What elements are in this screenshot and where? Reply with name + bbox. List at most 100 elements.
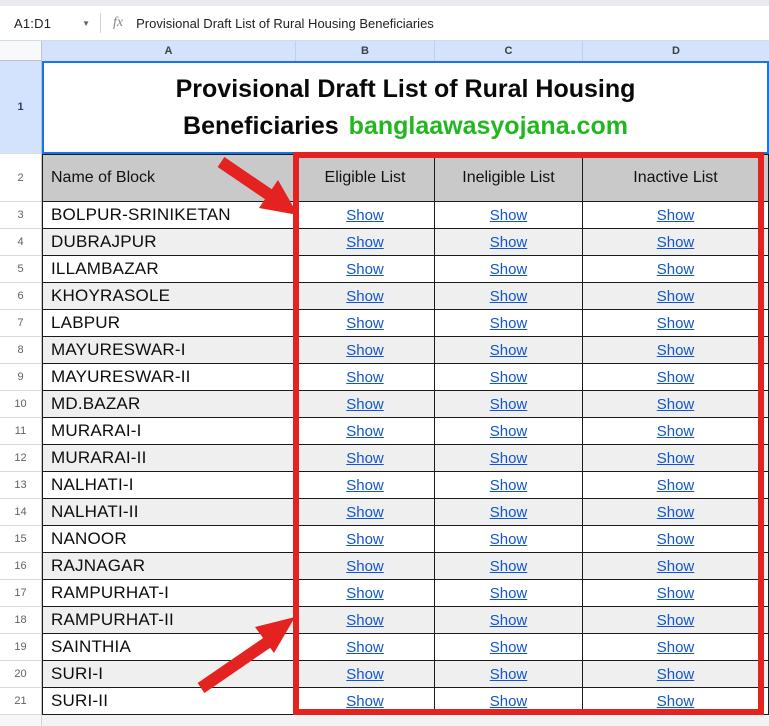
eligible-list-cell[interactable]: Show (296, 229, 435, 256)
block-name-cell[interactable]: BOLPUR-SRINIKETAN (42, 202, 296, 229)
ineligible-list-cell[interactable]: Show (435, 499, 583, 526)
inactive-list-cell[interactable]: Show (583, 499, 769, 526)
inactive-list-cell[interactable]: Show (583, 418, 769, 445)
inactive-list-cell[interactable]: Show (583, 364, 769, 391)
eligible-list-cell[interactable]: Show (296, 580, 435, 607)
row-number[interactable]: 14 (0, 499, 42, 526)
ineligible-list-cell[interactable]: Show (435, 418, 583, 445)
show-link-ineligible[interactable]: Show (489, 692, 528, 710)
show-link-ineligible[interactable]: Show (489, 557, 528, 575)
header-cell-name-of-block[interactable]: Name of Block (42, 154, 296, 202)
block-name-cell[interactable]: RAMPURHAT-I (42, 580, 296, 607)
show-link-inactive[interactable]: Show (656, 692, 695, 710)
show-link-eligible[interactable]: Show (346, 584, 384, 602)
show-link-eligible[interactable]: Show (346, 368, 384, 386)
block-name-cell[interactable]: SURI-I (42, 661, 296, 688)
show-link-inactive[interactable]: Show (656, 530, 695, 548)
inactive-list-cell[interactable]: Show (583, 688, 769, 715)
row-number[interactable]: 12 (0, 445, 42, 472)
inactive-list-cell[interactable]: Show (583, 526, 769, 553)
show-link-eligible[interactable]: Show (346, 449, 384, 467)
ineligible-list-cell[interactable]: Show (435, 607, 583, 634)
show-link-ineligible[interactable]: Show (489, 341, 528, 359)
block-name-cell[interactable]: MAYURESWAR-II (42, 364, 296, 391)
show-link-ineligible[interactable]: Show (489, 395, 528, 413)
show-link-eligible[interactable]: Show (346, 692, 384, 710)
block-name-cell[interactable]: DUBRAJPUR (42, 229, 296, 256)
block-name-cell[interactable]: MURARAI-I (42, 418, 296, 445)
inactive-list-cell[interactable]: Show (583, 661, 769, 688)
row-number[interactable]: 19 (0, 634, 42, 661)
show-link-eligible[interactable]: Show (346, 665, 384, 683)
ineligible-list-cell[interactable]: Show (435, 337, 583, 364)
show-link-ineligible[interactable]: Show (489, 260, 528, 278)
eligible-list-cell[interactable]: Show (296, 499, 435, 526)
ineligible-list-cell[interactable]: Show (435, 580, 583, 607)
inactive-list-cell[interactable]: Show (583, 229, 769, 256)
show-link-ineligible[interactable]: Show (489, 665, 528, 683)
eligible-list-cell[interactable]: Show (296, 607, 435, 634)
ineligible-list-cell[interactable]: Show (435, 283, 583, 310)
formula-input[interactable]: Provisional Draft List of Rural Housing … (136, 15, 434, 31)
inactive-list-cell[interactable]: Show (583, 607, 769, 634)
eligible-list-cell[interactable]: Show (296, 472, 435, 499)
row-number[interactable]: 21 (0, 688, 42, 715)
block-name-cell[interactable]: SURI-II (42, 688, 296, 715)
show-link-eligible[interactable]: Show (346, 260, 384, 278)
inactive-list-cell[interactable]: Show (583, 283, 769, 310)
inactive-list-cell[interactable]: Show (583, 445, 769, 472)
show-link-inactive[interactable]: Show (656, 611, 695, 629)
row-number[interactable]: 4 (0, 229, 42, 256)
block-name-cell[interactable]: MD.BAZAR (42, 391, 296, 418)
column-header-d[interactable]: D (583, 41, 769, 61)
show-link-eligible[interactable]: Show (346, 314, 384, 332)
show-link-ineligible[interactable]: Show (489, 314, 528, 332)
show-link-eligible[interactable]: Show (346, 611, 384, 629)
show-link-eligible[interactable]: Show (346, 341, 384, 359)
header-cell-inactive-list[interactable]: Inactive List (583, 154, 769, 202)
column-header-b[interactable]: B (296, 41, 435, 61)
row-number-1[interactable]: 1 (0, 61, 42, 154)
show-link-ineligible[interactable]: Show (489, 611, 528, 629)
show-link-ineligible[interactable]: Show (489, 206, 528, 224)
eligible-list-cell[interactable]: Show (296, 337, 435, 364)
ineligible-list-cell[interactable]: Show (435, 634, 583, 661)
show-link-ineligible[interactable]: Show (489, 422, 528, 440)
inactive-list-cell[interactable]: Show (583, 310, 769, 337)
header-cell-ineligible-list[interactable]: Ineligible List (435, 154, 583, 202)
block-name-cell[interactable]: MURARAI-II (42, 445, 296, 472)
ineligible-list-cell[interactable]: Show (435, 688, 583, 715)
show-link-eligible[interactable]: Show (346, 530, 384, 548)
ineligible-list-cell[interactable]: Show (435, 472, 583, 499)
block-name-cell[interactable]: MAYURESWAR-I (42, 337, 296, 364)
eligible-list-cell[interactable]: Show (296, 688, 435, 715)
eligible-list-cell[interactable]: Show (296, 634, 435, 661)
ineligible-list-cell[interactable]: Show (435, 364, 583, 391)
ineligible-list-cell[interactable]: Show (435, 661, 583, 688)
row-number[interactable]: 18 (0, 607, 42, 634)
column-header-c[interactable]: C (435, 41, 583, 61)
ineligible-list-cell[interactable]: Show (435, 229, 583, 256)
ineligible-list-cell[interactable]: Show (435, 310, 583, 337)
show-link-ineligible[interactable]: Show (489, 287, 528, 305)
block-name-cell[interactable]: LABPUR (42, 310, 296, 337)
block-name-cell[interactable]: SAINTHIA (42, 634, 296, 661)
show-link-inactive[interactable]: Show (656, 449, 695, 467)
inactive-list-cell[interactable]: Show (583, 256, 769, 283)
eligible-list-cell[interactable]: Show (296, 364, 435, 391)
show-link-inactive[interactable]: Show (656, 422, 695, 440)
eligible-list-cell[interactable]: Show (296, 445, 435, 472)
show-link-eligible[interactable]: Show (346, 422, 384, 440)
row-number[interactable]: 20 (0, 661, 42, 688)
block-name-cell[interactable]: KHOYRASOLE (42, 283, 296, 310)
column-header-a[interactable]: A (42, 41, 296, 61)
inactive-list-cell[interactable]: Show (583, 391, 769, 418)
inactive-list-cell[interactable]: Show (583, 202, 769, 229)
inactive-list-cell[interactable]: Show (583, 553, 769, 580)
eligible-list-cell[interactable]: Show (296, 661, 435, 688)
ineligible-list-cell[interactable]: Show (435, 202, 583, 229)
show-link-ineligible[interactable]: Show (489, 584, 528, 602)
block-name-cell[interactable]: RAJNAGAR (42, 553, 296, 580)
ineligible-list-cell[interactable]: Show (435, 445, 583, 472)
eligible-list-cell[interactable]: Show (296, 391, 435, 418)
